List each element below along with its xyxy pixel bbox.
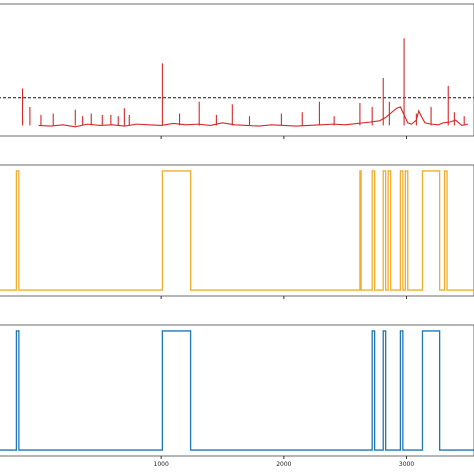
red-series-line — [38, 106, 468, 128]
middle-panel — [0, 164, 474, 299]
orange-series-line — [0, 170, 474, 291]
x-tick-label-1000: 1000 — [154, 461, 169, 468]
x-tick-label-3000: 3000 — [399, 461, 414, 468]
bottom-panel-frame — [0, 324, 474, 457]
top-panel-frame — [0, 3, 474, 137]
blue-series-line — [0, 330, 474, 451]
red-series-spikes — [21, 38, 465, 126]
top-panel — [0, 3, 474, 139]
middle-panel-frame — [0, 164, 474, 297]
bottom-panel: 1000 2000 3000 — [0, 324, 474, 468]
x-tick-label-2000: 2000 — [276, 461, 291, 468]
